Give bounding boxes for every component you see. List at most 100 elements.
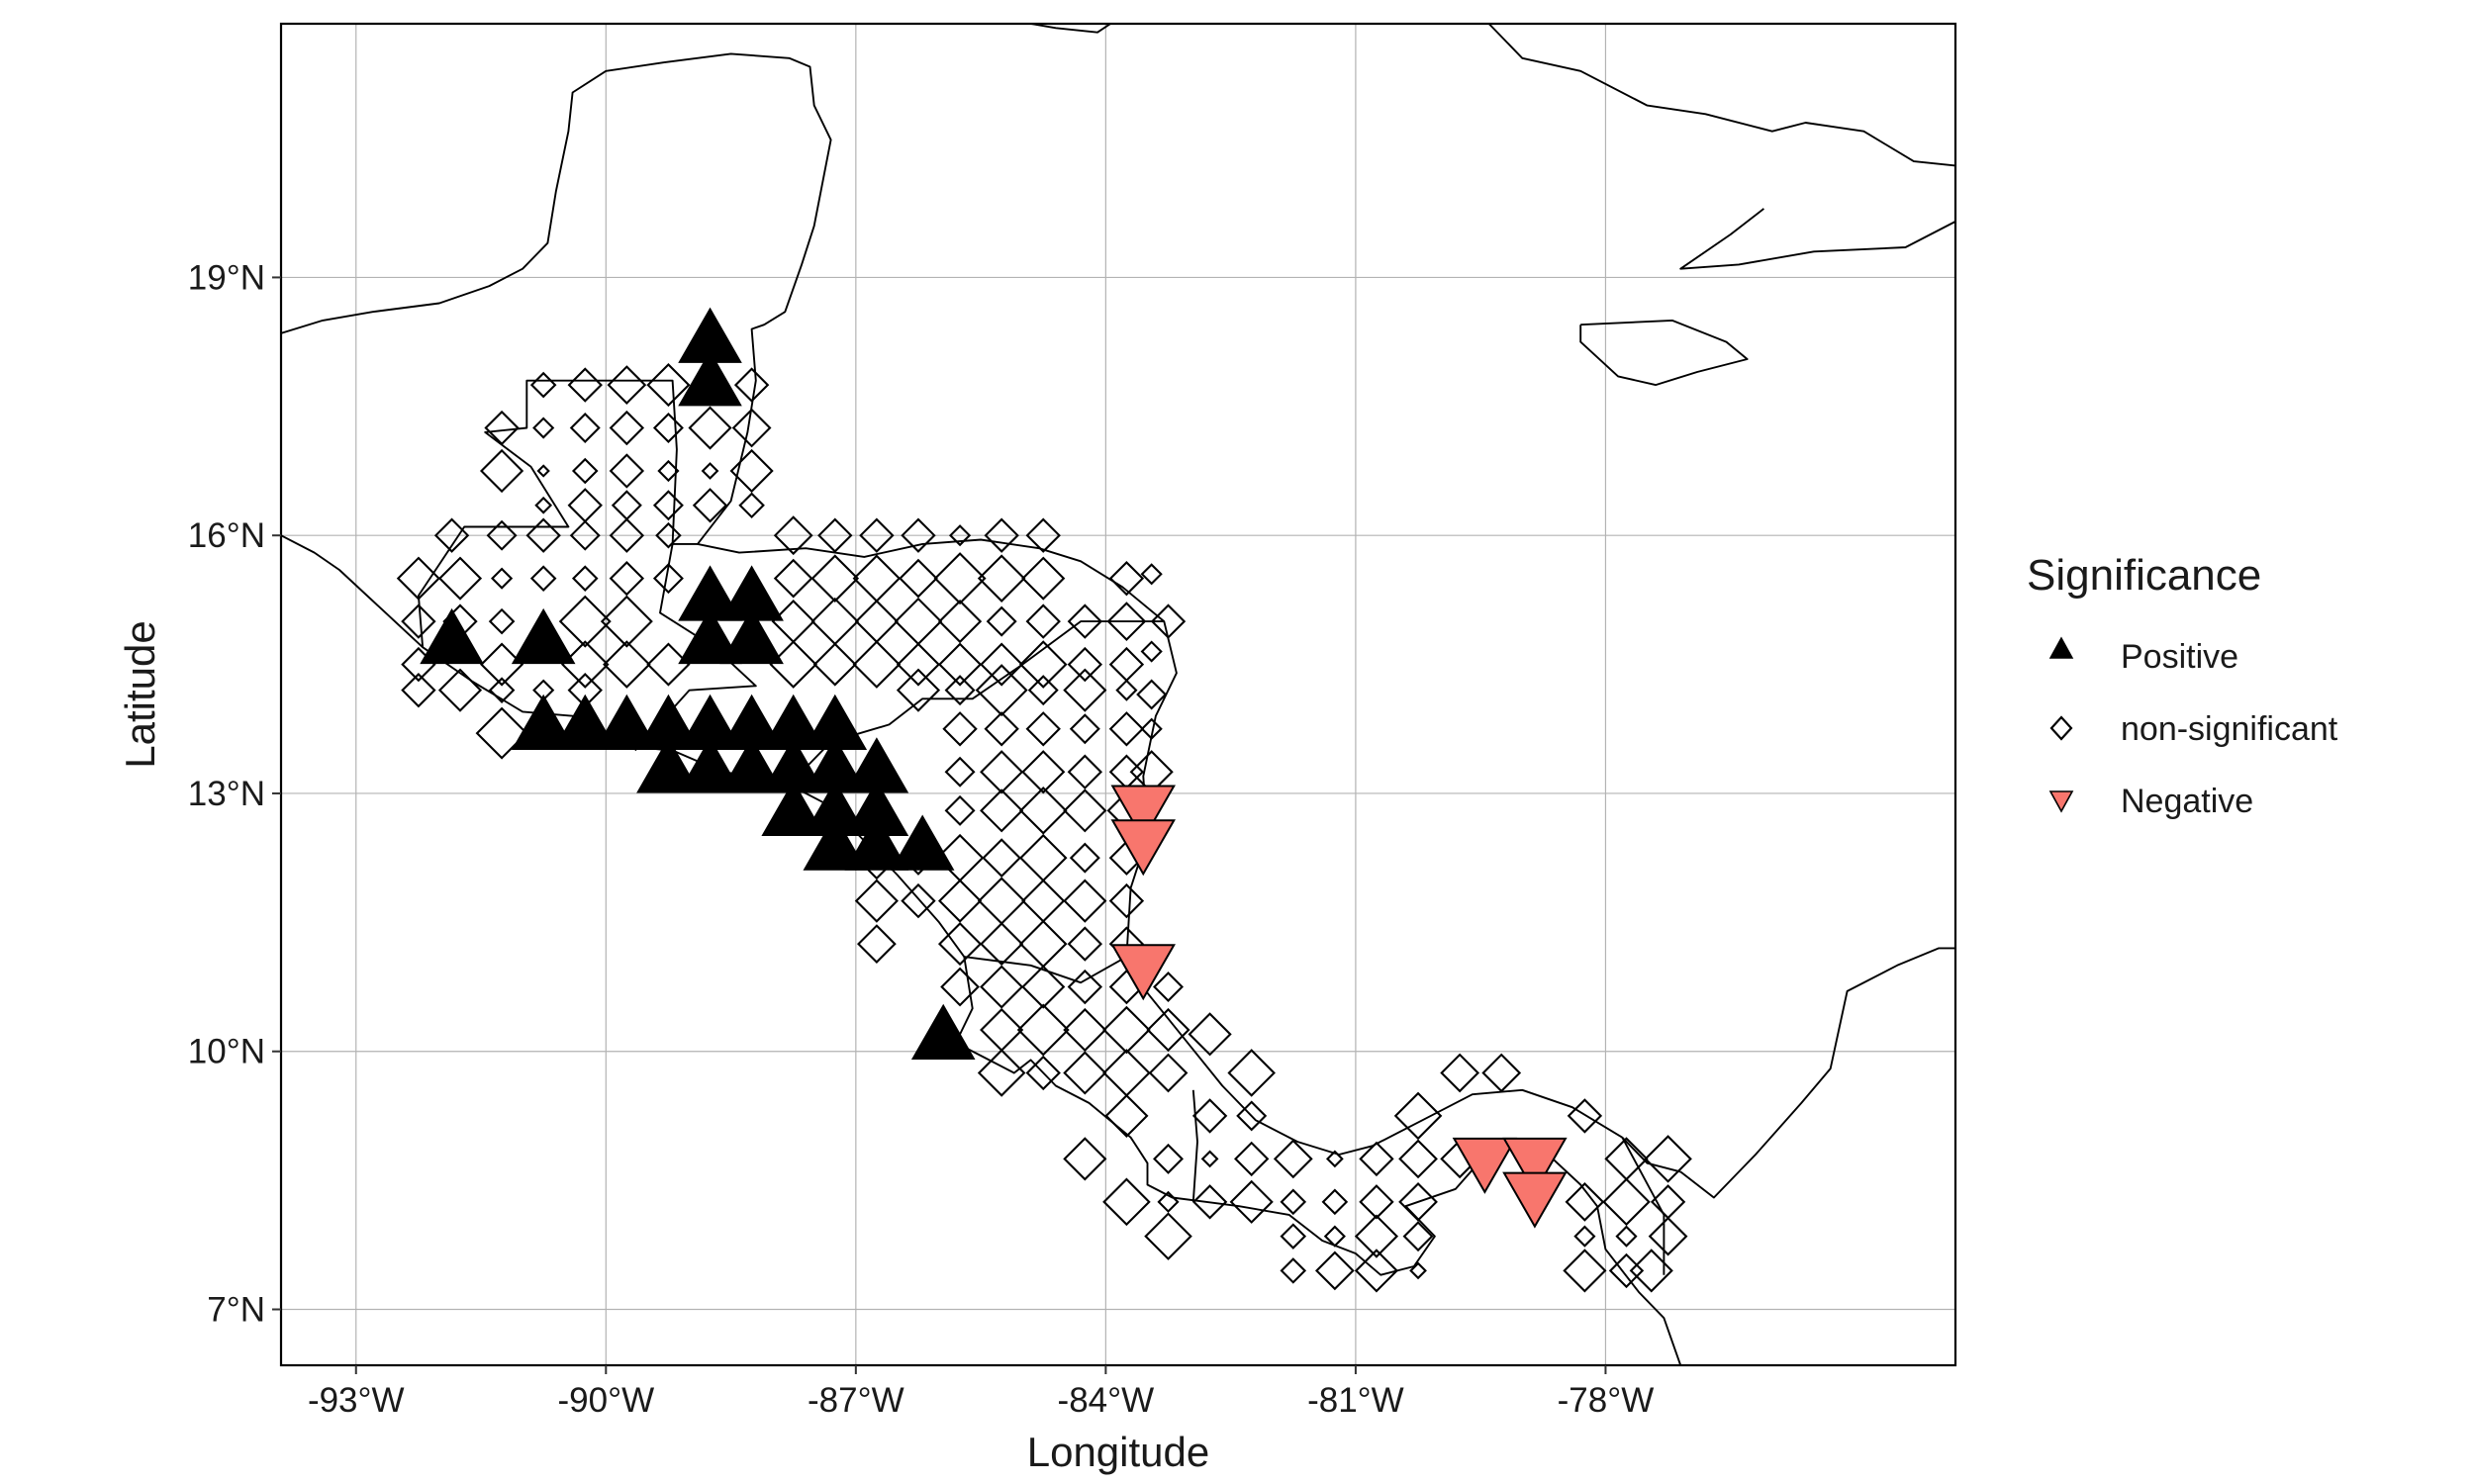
non-significant-point — [733, 367, 770, 403]
non-significant-point — [609, 560, 645, 597]
non-significant-point — [1067, 603, 1103, 639]
legend: Significance Positive non-significant Ne… — [2027, 551, 2338, 820]
non-significant-point — [1144, 1212, 1192, 1260]
non-significant-point — [984, 517, 1019, 553]
positive-point — [910, 1003, 976, 1060]
y-tick-label: 19°N — [188, 258, 265, 297]
positive-point — [636, 737, 701, 793]
non-significant-point — [937, 600, 983, 644]
non-significant-point — [901, 517, 936, 553]
positive-point — [420, 607, 484, 665]
x-tick-label: -90°W — [557, 1381, 654, 1420]
non-significant-point — [731, 408, 772, 448]
non-significant-point — [1063, 788, 1107, 833]
x-tick-label: -81°W — [1307, 1381, 1404, 1420]
non-significant-point — [1354, 1249, 1399, 1293]
legend-item-non-significant: non-significant — [2049, 710, 2338, 748]
non-significant-point — [1063, 879, 1107, 923]
non-significant-point — [1567, 1098, 1603, 1134]
negative-point — [1502, 1137, 1568, 1194]
non-significant-point — [1402, 1221, 1434, 1252]
negative-point — [1110, 944, 1176, 1001]
non-significant-point — [652, 413, 684, 444]
non-significant-point — [817, 517, 853, 553]
coastline-path — [634, 543, 757, 752]
non-significant-point — [1102, 1005, 1151, 1055]
legend-title: Significance — [2027, 551, 2261, 600]
non-significant-point — [1321, 1188, 1349, 1216]
positive-point — [719, 607, 784, 665]
non-significant-point — [1027, 675, 1059, 706]
non-significant-point — [479, 448, 524, 494]
non-significant-point — [1359, 1141, 1394, 1177]
non-significant-point — [1573, 1225, 1596, 1248]
non-significant-point — [1440, 1053, 1480, 1093]
non-significant-point — [1629, 1249, 1673, 1293]
non-significant-point — [569, 519, 601, 551]
non-significant-point — [944, 675, 976, 706]
non-significant-point — [569, 413, 601, 444]
non-significant-point — [1602, 1177, 1651, 1227]
non-significant-point — [980, 788, 1024, 833]
non-significant-point — [773, 515, 813, 556]
negative-point — [1502, 1171, 1568, 1229]
non-significant-point — [1108, 711, 1145, 747]
non-significant-point — [980, 965, 1024, 1009]
non-significant-point — [607, 365, 647, 405]
non-significant-point — [571, 565, 599, 592]
non-significant-point — [1067, 926, 1103, 962]
non-significant-point — [896, 642, 941, 687]
non-significant-point — [692, 488, 728, 523]
non-significant-point — [1140, 563, 1163, 586]
x-tick-label: -84°W — [1058, 1381, 1155, 1420]
non-significant-point — [937, 642, 983, 687]
non-significant-point — [536, 464, 550, 478]
positive-point — [552, 694, 618, 751]
non-significant-point — [532, 417, 555, 439]
coastline-path — [281, 52, 1681, 1173]
coastline-path — [1579, 319, 1749, 387]
non-significant-point — [1157, 1190, 1180, 1213]
non-significant-point — [701, 462, 719, 480]
axis-ticks: -93°W -90°W -87°W -84°W -81°W -78°W 7°N 10°N 13°… — [188, 258, 1654, 1420]
legend-key-negative — [2048, 790, 2074, 813]
positive-point — [844, 814, 909, 871]
positive-point — [761, 780, 825, 836]
non-significant-point — [655, 521, 682, 549]
non-significant-point — [1021, 750, 1066, 794]
non-significant-point — [1280, 1257, 1307, 1284]
non-significant-point — [1648, 1216, 1688, 1256]
non-significant-point — [488, 607, 516, 635]
non-significant-point — [1063, 668, 1107, 712]
non-significant-point — [529, 371, 557, 399]
non-significant-point — [1236, 1100, 1268, 1132]
x-axis-title: Longitude — [1027, 1429, 1210, 1475]
non-significant-point — [859, 517, 895, 553]
non-significant-point — [1067, 754, 1103, 789]
non-significant-point — [1069, 713, 1100, 745]
non-significant-point — [1067, 969, 1103, 1005]
non-significant-point — [1018, 640, 1068, 689]
non-significant-point — [486, 519, 518, 551]
non-significant-point — [1323, 1225, 1346, 1248]
non-significant-point — [896, 668, 941, 712]
non-significant-point — [1191, 1098, 1228, 1134]
non-significant-point — [1234, 1141, 1270, 1177]
non-significant-point — [657, 459, 680, 483]
coastline-path — [1679, 947, 1955, 1199]
non-significant-point — [1563, 1249, 1607, 1293]
non-significant-point — [738, 492, 765, 519]
non-significant-point — [856, 924, 897, 964]
non-significant-point — [646, 362, 691, 408]
y-tick-label: 10°N — [188, 1033, 265, 1071]
non-significant-point — [942, 711, 978, 747]
non-significant-point — [609, 410, 645, 446]
non-significant-point — [980, 921, 1024, 967]
non-significant-point — [1398, 1139, 1438, 1179]
non-significant-point — [1016, 1003, 1070, 1057]
non-significant-point — [1398, 1181, 1438, 1222]
non-significant-point — [1146, 1007, 1190, 1053]
non-significant-point — [980, 642, 1024, 687]
